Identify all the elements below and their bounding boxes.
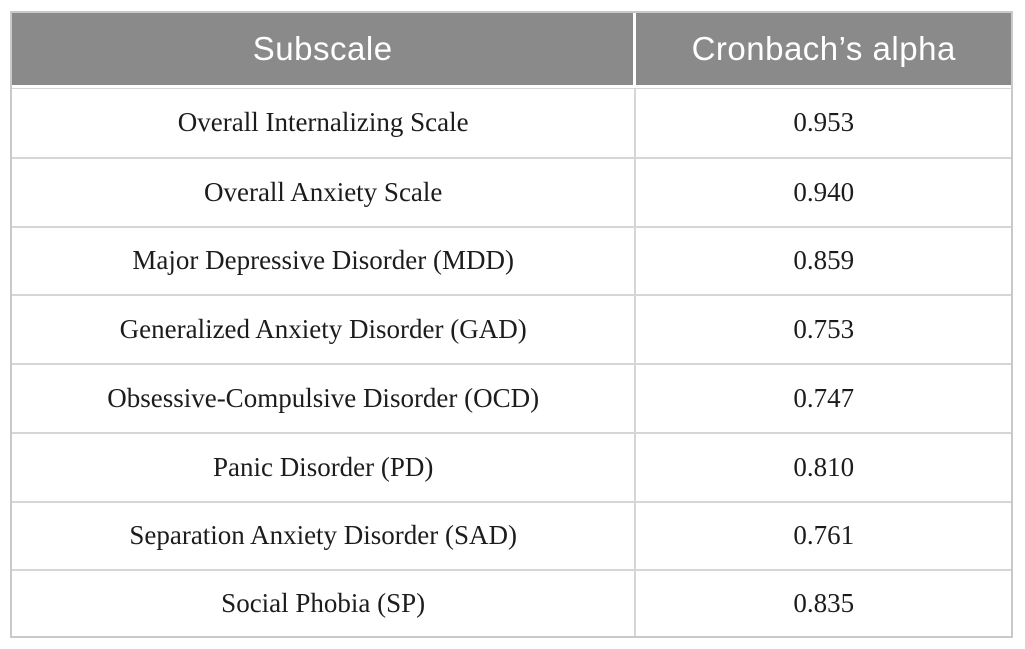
alpha-cell: 0.835 [636,571,1011,636]
table-row: Social Phobia (SP) 0.835 [12,571,1011,636]
alpha-cell: 0.859 [636,227,1011,297]
alpha-cell: 0.761 [636,502,1011,572]
table-row: Obsessive-Compulsive Disorder (OCD) 0.74… [12,365,1011,434]
subscale-cell: Social Phobia (SP) [12,571,637,636]
table-row: Generalized Anxiety Disorder (GAD) 0.753 [12,296,1011,366]
header-row: Subscale Cronbach’s alpha [12,13,1011,88]
table-row: Overall Anxiety Scale 0.940 [12,158,1011,228]
alpha-cell: 0.940 [636,158,1011,228]
subscale-cell: Overall Internalizing Scale [12,88,637,159]
alpha-cell: 0.810 [636,433,1011,503]
table-row: Major Depressive Disorder (MDD) 0.859 [12,227,1011,297]
alpha-cell: 0.753 [636,296,1011,366]
reliability-table: Subscale Cronbach’s alpha Overall Intern… [12,13,1011,636]
subscale-cell: Generalized Anxiety Disorder (GAD) [12,296,637,366]
subscale-cell: Overall Anxiety Scale [12,158,637,228]
table-row: Panic Disorder (PD) 0.810 [12,433,1011,503]
subscale-cell: Major Depressive Disorder (MDD) [12,227,637,297]
alpha-cell: 0.747 [636,365,1011,434]
subscale-cell: Obsessive-Compulsive Disorder (OCD) [12,365,637,434]
table-row: Overall Internalizing Scale 0.953 [12,88,1011,159]
alpha-cell: 0.953 [636,88,1011,159]
reliability-table-container: Subscale Cronbach’s alpha Overall Intern… [10,11,1013,638]
table-body: Overall Internalizing Scale 0.953 Overal… [12,88,1011,636]
column-header-subscale: Subscale [12,13,637,88]
column-header-cronbachs-alpha: Cronbach’s alpha [636,13,1011,88]
subscale-cell: Panic Disorder (PD) [12,433,637,503]
subscale-cell: Separation Anxiety Disorder (SAD) [12,502,637,572]
table-header: Subscale Cronbach’s alpha [12,13,1011,88]
table-row: Separation Anxiety Disorder (SAD) 0.761 [12,502,1011,572]
